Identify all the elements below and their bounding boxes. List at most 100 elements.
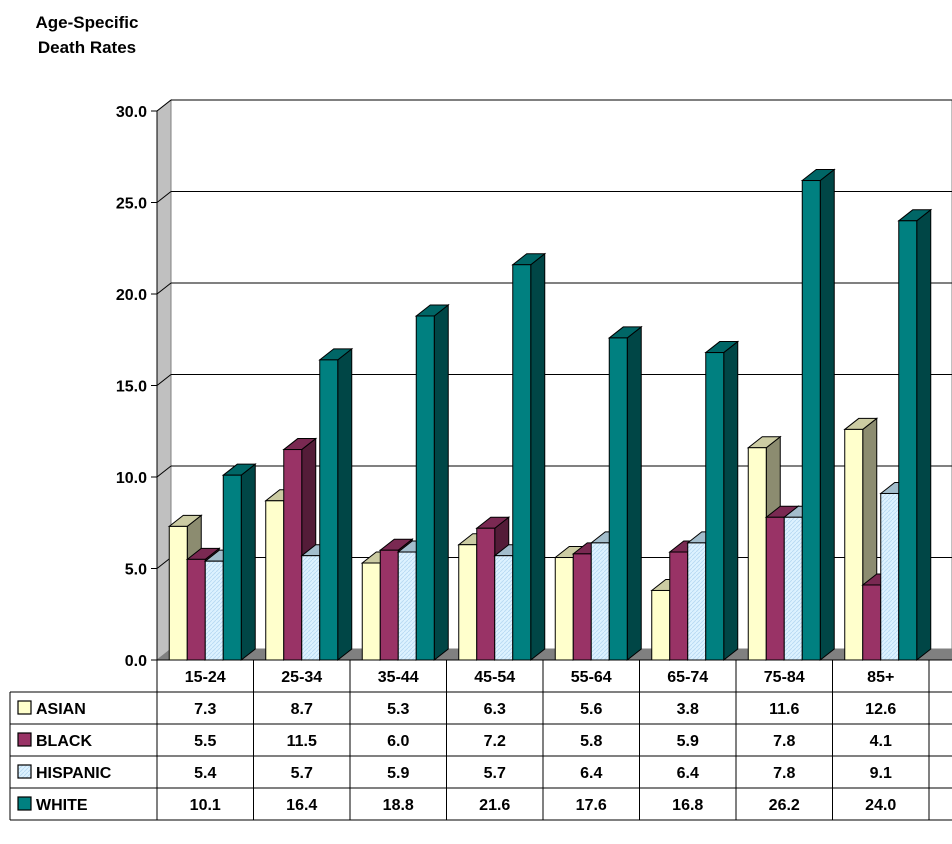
data-label-black-25-34: 11.5 — [287, 733, 317, 750]
data-label-black-45-54: 7.2 — [484, 733, 506, 750]
data-label-asian-25-34: 8.7 — [291, 701, 313, 718]
y-tick-label: 25.0 — [116, 196, 147, 213]
data-label-asian-85+: 12.6 — [865, 701, 896, 718]
bar-side — [240, 463, 256, 662]
bar-front — [844, 428, 864, 661]
y-axis-label: Age-Specific Death Rates — [35, 13, 139, 57]
bar-front — [705, 352, 725, 661]
bar-front — [880, 492, 900, 661]
bar-front — [204, 560, 224, 661]
bar-front — [415, 315, 435, 661]
data-label-asian-55-64: 5.6 — [580, 701, 602, 718]
legend-label-asian: ASIAN — [36, 701, 86, 718]
y-tick-label: 5.0 — [125, 562, 147, 579]
legend-label-white: WHITE — [36, 797, 88, 814]
bar-side — [337, 347, 353, 662]
gridline-diag — [156, 99, 172, 112]
bar-side — [626, 325, 642, 662]
bar-white-55-64 — [607, 325, 643, 662]
gridline-diag — [156, 465, 172, 478]
data-label-asian-45-54: 6.3 — [484, 701, 506, 718]
x-tick-label-25-34: 25-34 — [281, 669, 322, 686]
x-tick-label-75-84: 75-84 — [764, 669, 805, 686]
bar-side — [819, 168, 835, 662]
y-tick-label: 15.0 — [116, 379, 147, 396]
bar-front — [301, 555, 321, 661]
legend-swatch-white — [17, 796, 32, 811]
bar-front — [186, 558, 206, 661]
bar-asian-85+ — [843, 417, 879, 662]
x-tick-label-15-24: 15-24 — [185, 669, 226, 686]
legend-label-black: BLACK — [36, 733, 92, 750]
data-label-white-65-74: 16.8 — [672, 797, 703, 814]
bar-white-35-44 — [414, 303, 450, 662]
bar-front — [512, 264, 532, 661]
data-label-black-85+: 4.1 — [870, 733, 892, 750]
data-label-asian-75-84: 11.6 — [769, 701, 799, 718]
data-label-hispanic-65-74: 6.4 — [677, 765, 699, 782]
x-tick-label-65-74: 65-74 — [667, 669, 708, 686]
data-label-white-55-64: 17.6 — [576, 797, 607, 814]
bar-side — [723, 340, 739, 662]
y-tick-label: 10.0 — [116, 470, 147, 487]
bar-front — [168, 525, 188, 661]
data-label-hispanic-85+: 9.1 — [870, 765, 892, 782]
data-label-asian-15-24: 7.3 — [194, 701, 216, 718]
gridline-diag — [156, 282, 172, 295]
data-label-asian-65-74: 3.8 — [677, 701, 699, 718]
data-label-white-45-54: 21.6 — [479, 797, 510, 814]
data-label-asian-35-44: 5.3 — [387, 701, 409, 718]
bar-front — [397, 551, 417, 661]
bar-front — [747, 447, 767, 661]
gridline-diag — [156, 374, 172, 386]
bar-front — [765, 516, 785, 661]
bar-front — [319, 359, 339, 661]
bar-front — [379, 549, 399, 661]
bar-front — [494, 555, 514, 661]
data-label-white-85+: 24.0 — [865, 797, 896, 814]
bar-front — [283, 449, 303, 661]
data-label-black-15-24: 5.5 — [194, 733, 216, 750]
y-tick-label: 20.0 — [116, 287, 147, 304]
data-label-hispanic-25-34: 5.7 — [291, 765, 313, 782]
bar-front — [361, 562, 381, 661]
bar-front — [687, 542, 707, 661]
data-label-hispanic-15-24: 5.4 — [194, 765, 216, 782]
legend-label-hispanic: HISPANIC — [36, 765, 112, 782]
bar-white-15-24 — [221, 463, 257, 662]
bar-front — [572, 553, 592, 661]
bar-front — [651, 589, 671, 661]
bar-white-75-84 — [800, 168, 836, 662]
bar-front — [458, 544, 478, 661]
y-tick-label: 0.0 — [125, 653, 147, 670]
bar-side — [433, 303, 449, 662]
bar-white-25-34 — [318, 347, 354, 662]
data-label-white-35-44: 18.8 — [383, 797, 414, 814]
x-tick-label-35-44: 35-44 — [378, 669, 419, 686]
data-label-white-75-84: 26.2 — [769, 797, 800, 814]
gridline-diag — [156, 191, 172, 203]
data-label-white-25-34: 16.4 — [286, 797, 317, 814]
bar-front — [222, 474, 242, 661]
x-tick-label-85+: 85+ — [867, 669, 894, 686]
legend-swatch-black — [17, 732, 32, 747]
data-label-black-65-74: 5.9 — [677, 733, 699, 750]
bar-front — [898, 220, 918, 661]
bar-front — [669, 551, 689, 661]
data-label-black-75-84: 7.8 — [773, 733, 795, 750]
bar-front — [801, 180, 821, 661]
data-label-black-35-44: 6.0 — [387, 733, 409, 750]
bar-front — [783, 516, 803, 661]
bar-front — [862, 584, 882, 661]
bar-front — [590, 542, 610, 661]
y-tick-label: 30.0 — [116, 104, 147, 121]
data-label-black-55-64: 5.8 — [580, 733, 602, 750]
data-label-hispanic-75-84: 7.8 — [773, 765, 795, 782]
gridline-diag — [156, 557, 172, 569]
bar-side — [530, 252, 546, 662]
bar-front — [608, 337, 628, 661]
data-label-hispanic-45-54: 5.7 — [484, 765, 506, 782]
bar-front — [265, 500, 285, 661]
bar-front — [476, 527, 496, 661]
